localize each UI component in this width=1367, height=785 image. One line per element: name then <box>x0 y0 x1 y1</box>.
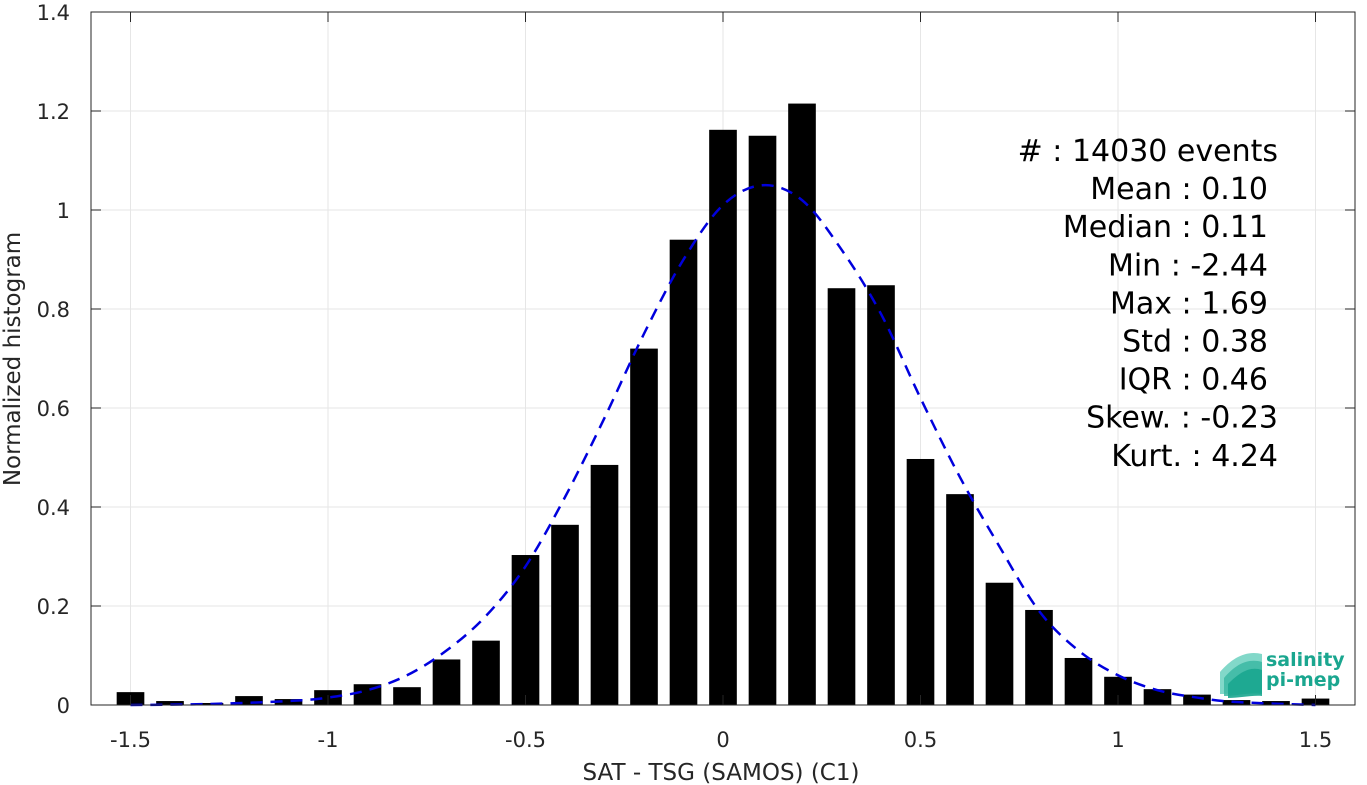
histogram-bar <box>1183 694 1211 705</box>
histogram-bar <box>1025 609 1053 705</box>
y-tick-label: 1 <box>57 199 70 223</box>
x-tick-label: 1.5 <box>1299 728 1332 752</box>
x-tick-label: -1 <box>318 728 339 752</box>
axes-frame <box>90 11 1356 706</box>
histogram-bar <box>906 458 935 705</box>
histogram-bar <box>709 129 737 705</box>
tick-labels: -1.5 -1 -0.5 0 0.5 1 1.5 0 0.2 0.4 0.6 0.8 1 1.2 1.4 <box>37 1 1333 752</box>
stat-line: Kurt. : 4.24 <box>1111 439 1278 474</box>
stat-line: Std : 0.38 <box>1122 325 1268 360</box>
stat-line: Median : 0.11 <box>1063 210 1268 245</box>
histogram-bar <box>985 582 1014 705</box>
y-axis-label: Normalized histogram <box>0 232 26 486</box>
y-tick-label: 0.4 <box>37 496 70 520</box>
histogram-bar <box>946 494 974 705</box>
stat-line: Skew. : -0.23 <box>1086 401 1278 436</box>
histogram-bar <box>235 696 263 705</box>
stat-line: Min : -2.44 <box>1108 248 1268 283</box>
y-tick-label: 0.8 <box>37 298 70 322</box>
fit-curve-line <box>130 183 1316 707</box>
histogram-bar <box>551 524 579 705</box>
y-tick-label: 1.2 <box>37 100 70 124</box>
x-tick-label: 0 <box>716 728 729 752</box>
stat-line: Mean : 0.10 <box>1090 172 1268 207</box>
x-axis-label: SAT - TSG (SAMOS) (C1) <box>583 760 860 785</box>
histogram-bar <box>274 699 303 705</box>
histogram-bar <box>393 687 421 705</box>
histogram-bars <box>116 103 1330 705</box>
histogram-bar <box>511 555 540 705</box>
histogram-bar <box>195 703 224 705</box>
histogram-bar <box>669 239 698 705</box>
x-tick-label: -1.5 <box>110 728 151 752</box>
histogram-bar <box>827 288 856 705</box>
histogram-bar <box>1064 657 1093 705</box>
logo-line-1: salinity <box>1266 649 1345 671</box>
stat-line: # : 14030 events <box>1018 134 1278 169</box>
histogram-bar <box>472 640 500 705</box>
stat-line: Max : 1.69 <box>1110 286 1268 321</box>
x-tick-label: -0.5 <box>505 728 546 752</box>
wave-stack-icon <box>1220 652 1262 698</box>
logo-line-2: pi-mep <box>1266 669 1340 691</box>
x-tick-label: 1 <box>1111 728 1124 752</box>
histogram-bar <box>788 103 816 705</box>
x-tick-label: 0.5 <box>904 728 937 752</box>
histogram-bar <box>1143 689 1172 705</box>
stat-line: IQR : 0.46 <box>1119 363 1268 398</box>
gaussian-fit <box>130 183 1316 707</box>
y-tick-label: 1.4 <box>37 1 70 25</box>
histogram-bar <box>867 285 895 705</box>
histogram-bar <box>432 659 461 705</box>
y-tick-label: 0.2 <box>37 595 70 619</box>
histogram-bar <box>630 348 658 705</box>
y-tick-label: 0.6 <box>37 397 70 421</box>
histogram-bar <box>748 135 777 705</box>
salinity-pi-mep-logo: salinity pi-mep <box>1220 649 1345 698</box>
y-tick-label: 0 <box>57 694 70 718</box>
histogram-bar <box>156 701 184 705</box>
histogram-bar <box>590 464 619 705</box>
